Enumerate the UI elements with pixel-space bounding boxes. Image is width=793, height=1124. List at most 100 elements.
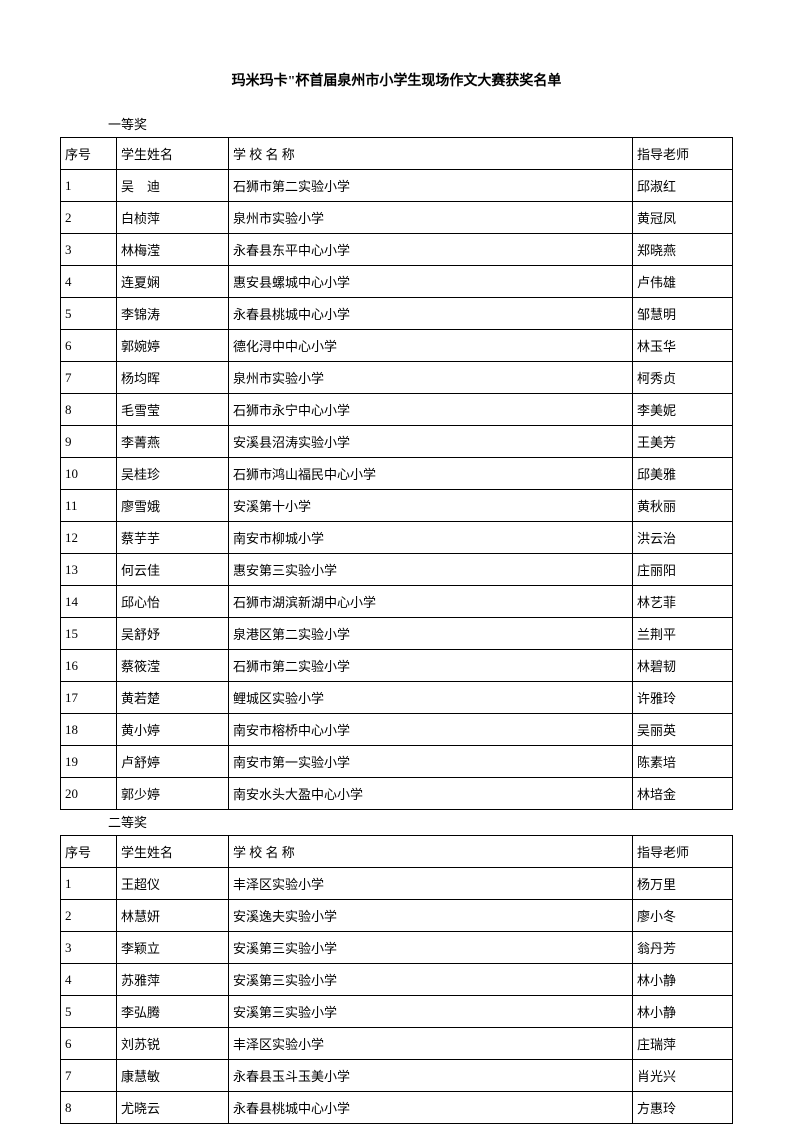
- cell-teacher: 林玉华: [633, 330, 733, 362]
- cell-num: 14: [61, 586, 117, 618]
- table-row: 6郭婉婷德化浔中中心小学林玉华: [61, 330, 733, 362]
- cell-school: 泉州市实验小学: [229, 202, 633, 234]
- section-1-label: 一等奖: [60, 114, 733, 133]
- cell-school: 永春县玉斗玉美小学: [229, 1060, 633, 1092]
- cell-teacher: 庄瑞萍: [633, 1028, 733, 1060]
- awards-table-2: 序号学生姓名学 校 名 称指导老师1王超仪丰泽区实验小学杨万里2林慧妍安溪逸夫实…: [60, 835, 733, 1124]
- cell-school: 德化浔中中心小学: [229, 330, 633, 362]
- cell-num: 3: [61, 932, 117, 964]
- cell-num: 15: [61, 618, 117, 650]
- cell-name: 吴桂珍: [117, 458, 229, 490]
- cell-teacher: 陈素培: [633, 746, 733, 778]
- table-row: 7杨均晖泉州市实验小学柯秀贞: [61, 362, 733, 394]
- cell-school: 南安市第一实验小学: [229, 746, 633, 778]
- cell-teacher: 兰荆平: [633, 618, 733, 650]
- cell-name: 廖雪娥: [117, 490, 229, 522]
- cell-teacher: 吴丽英: [633, 714, 733, 746]
- cell-name: 蔡筱滢: [117, 650, 229, 682]
- table-row: 12蔡芋芋南安市柳城小学洪云治: [61, 522, 733, 554]
- cell-name: 何云佳: [117, 554, 229, 586]
- table-row: 7康慧敏永春县玉斗玉美小学 肖光兴: [61, 1060, 733, 1092]
- cell-teacher: 黄冠凤: [633, 202, 733, 234]
- cell-school: 安溪第三实验小学: [229, 932, 633, 964]
- table-row: 18黄小婷南安市榕桥中心小学吴丽英: [61, 714, 733, 746]
- table-row: 3林梅滢永春县东平中心小学郑晓燕: [61, 234, 733, 266]
- table-row: 11廖雪娥安溪第十小学黄秋丽: [61, 490, 733, 522]
- table-row: 8尤晓云永春县桃城中心小学方惠玲: [61, 1092, 733, 1124]
- page-title: 玛米玛卡"杯首届泉州市小学生现场作文大赛获奖名单: [60, 70, 733, 90]
- cell-name: 邱心怡: [117, 586, 229, 618]
- cell-name: 李弘腾: [117, 996, 229, 1028]
- cell-num: 9: [61, 426, 117, 458]
- table-row: 1王超仪丰泽区实验小学杨万里: [61, 868, 733, 900]
- cell-name: 林梅滢: [117, 234, 229, 266]
- cell-name: 刘苏锐: [117, 1028, 229, 1060]
- table-row: 5李锦涛永春县桃城中心小学邹慧明: [61, 298, 733, 330]
- cell-teacher: 郑晓燕: [633, 234, 733, 266]
- cell-num: 19: [61, 746, 117, 778]
- cell-school: 永春县桃城中心小学: [229, 298, 633, 330]
- header-school: 学 校 名 称: [229, 138, 633, 170]
- table-row: 16蔡筱滢石狮市第二实验小学林碧韧: [61, 650, 733, 682]
- cell-num: 5: [61, 298, 117, 330]
- cell-num: 16: [61, 650, 117, 682]
- table-row: 5李弘腾安溪第三实验小学林小静: [61, 996, 733, 1028]
- table-header-row: 序号学生姓名学 校 名 称指导老师: [61, 836, 733, 868]
- cell-teacher: 林培金: [633, 778, 733, 810]
- cell-num: 7: [61, 1060, 117, 1092]
- cell-school: 安溪县沼涛实验小学: [229, 426, 633, 458]
- table-row: 10吴桂珍石狮市鸿山福民中心小学邱美雅: [61, 458, 733, 490]
- table-row: 6刘苏锐丰泽区实验小学庄瑞萍: [61, 1028, 733, 1060]
- cell-teacher: 肖光兴: [633, 1060, 733, 1092]
- cell-school: 南安市榕桥中心小学: [229, 714, 633, 746]
- table-row: 1吴 迪石狮市第二实验小学邱淑红: [61, 170, 733, 202]
- cell-num: 2: [61, 900, 117, 932]
- cell-num: 18: [61, 714, 117, 746]
- cell-num: 20: [61, 778, 117, 810]
- table-row: 19卢舒婷南安市第一实验小学陈素培: [61, 746, 733, 778]
- cell-school: 南安水头大盈中心小学: [229, 778, 633, 810]
- table-row: 2林慧妍安溪逸夫实验小学廖小冬: [61, 900, 733, 932]
- cell-num: 17: [61, 682, 117, 714]
- cell-num: 11: [61, 490, 117, 522]
- cell-num: 13: [61, 554, 117, 586]
- cell-school: 惠安县螺城中心小学: [229, 266, 633, 298]
- cell-teacher: 邱美雅: [633, 458, 733, 490]
- cell-name: 吴舒妤: [117, 618, 229, 650]
- table-row: 4连夏娴惠安县螺城中心小学卢伟雄: [61, 266, 733, 298]
- cell-school: 安溪第三实验小学: [229, 964, 633, 996]
- cell-school: 石狮市鸿山福民中心小学: [229, 458, 633, 490]
- cell-name: 卢舒婷: [117, 746, 229, 778]
- cell-num: 2: [61, 202, 117, 234]
- cell-name: 黄若楚: [117, 682, 229, 714]
- cell-school: 安溪第十小学: [229, 490, 633, 522]
- cell-teacher: 邱淑红: [633, 170, 733, 202]
- cell-school: 惠安第三实验小学: [229, 554, 633, 586]
- cell-teacher: 廖小冬: [633, 900, 733, 932]
- header-teacher: 指导老师: [633, 836, 733, 868]
- cell-name: 郭婉婷: [117, 330, 229, 362]
- header-num: 序号: [61, 138, 117, 170]
- cell-num: 7: [61, 362, 117, 394]
- cell-school: 泉港区第二实验小学: [229, 618, 633, 650]
- table-row: 15吴舒妤泉港区第二实验小学兰荆平: [61, 618, 733, 650]
- awards-table-1: 序号学生姓名学 校 名 称指导老师1吴 迪石狮市第二实验小学邱淑红2白桢萍泉州市…: [60, 137, 733, 810]
- table-header-row: 序号学生姓名学 校 名 称指导老师: [61, 138, 733, 170]
- table-row: 8毛雪莹石狮市永宁中心小学李美妮: [61, 394, 733, 426]
- header-name: 学生姓名: [117, 836, 229, 868]
- cell-school: 永春县东平中心小学: [229, 234, 633, 266]
- header-name: 学生姓名: [117, 138, 229, 170]
- cell-teacher: 庄丽阳: [633, 554, 733, 586]
- table-row: 4苏雅萍安溪第三实验小学林小静: [61, 964, 733, 996]
- cell-num: 1: [61, 170, 117, 202]
- table-row: 17黄若楚鲤城区实验小学许雅玲: [61, 682, 733, 714]
- cell-teacher: 李美妮: [633, 394, 733, 426]
- cell-num: 6: [61, 1028, 117, 1060]
- cell-name: 苏雅萍: [117, 964, 229, 996]
- cell-teacher: 翁丹芳: [633, 932, 733, 964]
- cell-name: 连夏娴: [117, 266, 229, 298]
- cell-name: 康慧敏: [117, 1060, 229, 1092]
- cell-name: 蔡芋芋: [117, 522, 229, 554]
- cell-teacher: 林小静: [633, 996, 733, 1028]
- cell-name: 郭少婷: [117, 778, 229, 810]
